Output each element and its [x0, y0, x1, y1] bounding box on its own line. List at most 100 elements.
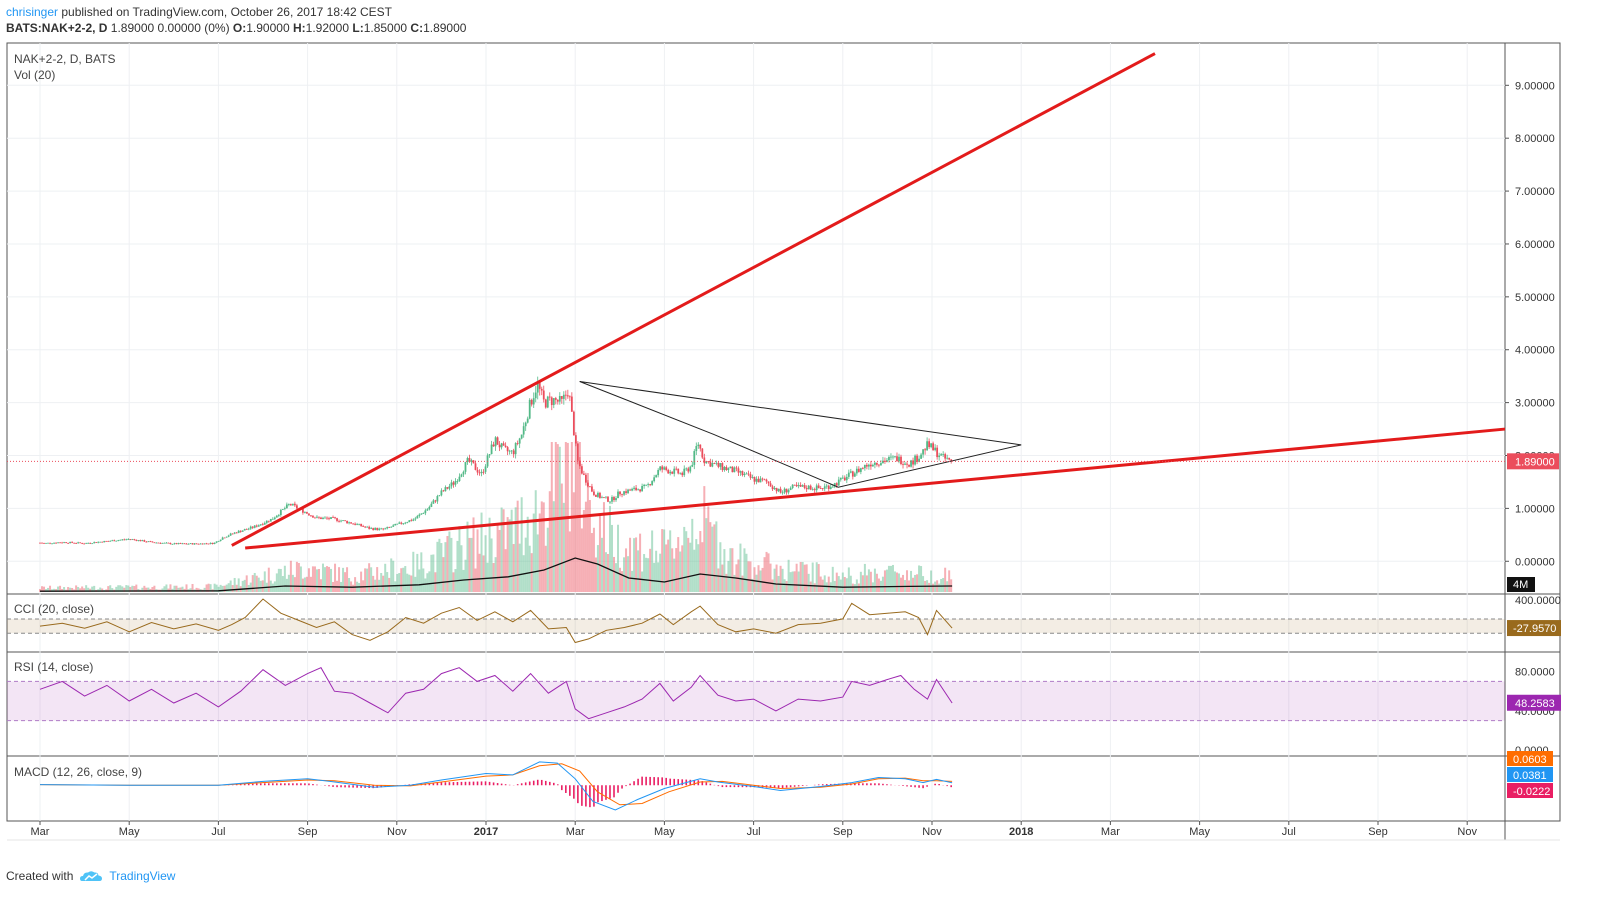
candle-body	[673, 468, 676, 474]
volume-bar	[594, 557, 597, 592]
candle-body	[807, 485, 810, 490]
macd-hist-bar	[745, 785, 748, 788]
candle-body	[482, 471, 485, 473]
candle-body	[803, 485, 806, 489]
volume-bar	[89, 588, 92, 592]
volume-bar	[215, 584, 218, 592]
macd-signal-line	[39, 763, 953, 806]
candle-body	[926, 441, 928, 451]
candle-body	[185, 543, 188, 545]
volume-badge-label: 4M	[1513, 579, 1528, 591]
x-tick-label: Jul	[211, 826, 225, 838]
candle-body	[404, 522, 407, 524]
macd-line	[39, 761, 953, 811]
volume-bar	[693, 549, 696, 592]
volume-bar	[446, 536, 449, 592]
volume-bar	[560, 483, 563, 592]
volume-bar	[685, 531, 688, 592]
macd-hist-bar	[934, 783, 936, 786]
footer: Created with TradingView	[6, 869, 175, 883]
volume-bar	[526, 516, 529, 592]
volume-bar	[912, 577, 915, 592]
candle-body	[880, 463, 882, 466]
volume-bar	[470, 537, 473, 592]
volume-bar	[386, 572, 389, 592]
candle-body	[388, 527, 391, 528]
candle-body	[376, 527, 379, 530]
volume-bar	[916, 574, 919, 592]
volume-bar	[456, 540, 459, 592]
candle-body	[775, 487, 778, 492]
candle-body	[275, 515, 278, 518]
volume-bar	[839, 579, 842, 592]
candle-body	[510, 450, 513, 452]
volume-bar	[468, 537, 471, 592]
volume-bar	[920, 566, 923, 592]
tradingview-brand[interactable]: TradingView	[109, 869, 176, 883]
volume-bar	[781, 568, 784, 592]
candle-body	[745, 473, 748, 475]
macd-hist-bar	[681, 779, 684, 786]
macd-hist-bar	[312, 784, 314, 786]
candle-body	[833, 483, 836, 487]
candle-body	[938, 455, 941, 458]
volume-bar	[83, 588, 86, 592]
volume-bar	[480, 512, 483, 592]
volume-bar	[889, 565, 892, 592]
volume-bar	[253, 572, 256, 592]
candle-body	[237, 530, 240, 533]
ohlc-value-2: 1.85000	[363, 21, 411, 35]
candle-body	[233, 532, 236, 534]
ohlc-value-3: 1.89000	[423, 21, 467, 35]
volume-bar	[107, 586, 110, 592]
macd-hist-bar	[721, 785, 724, 788]
volume-bar	[875, 573, 878, 592]
candle-body	[366, 526, 369, 528]
volume-bar	[422, 568, 425, 592]
volume-bar	[221, 585, 224, 592]
volume-bar	[317, 568, 320, 592]
volume-bar	[859, 571, 862, 592]
volume-bar	[354, 577, 357, 592]
candle-body	[99, 541, 102, 543]
volume-bar	[177, 587, 180, 592]
candle-body	[910, 460, 912, 467]
candle-body	[603, 497, 605, 499]
macd-hist-bar	[633, 781, 635, 786]
last-price-badge	[1507, 453, 1559, 470]
volume-bar	[75, 585, 78, 592]
candle-body	[649, 484, 652, 486]
volume-bar	[906, 570, 909, 592]
candle-body	[837, 479, 840, 486]
candle-body	[568, 396, 571, 398]
volume-bar	[277, 568, 280, 592]
candle-body	[420, 513, 423, 515]
candle-body	[552, 398, 555, 406]
macd-hist-bar	[276, 783, 278, 786]
author-link[interactable]: chrisinger	[6, 5, 59, 19]
volume-bar	[233, 577, 236, 592]
candle-body	[914, 455, 916, 465]
cci-axis-tick: 400.0000	[1515, 595, 1561, 607]
candle-body	[432, 500, 435, 504]
volume-bar	[87, 587, 90, 592]
volume-bar	[733, 574, 736, 592]
candle-body	[143, 540, 146, 542]
candle-body	[253, 525, 256, 528]
macd-hist-bar	[661, 777, 663, 786]
volume-bar	[326, 566, 329, 592]
candle-body	[57, 542, 59, 544]
candle-body	[263, 522, 266, 525]
candle-body	[540, 388, 543, 391]
macd-hist-bar	[360, 785, 362, 788]
candle-body	[69, 541, 72, 544]
candle-body	[456, 481, 459, 482]
candle-body	[225, 536, 228, 538]
candle-body	[308, 513, 310, 516]
candle-body	[599, 492, 601, 498]
volume-bar	[135, 584, 138, 592]
candle-body	[167, 542, 170, 544]
volume-bar	[279, 568, 282, 592]
candle-body	[845, 476, 848, 481]
